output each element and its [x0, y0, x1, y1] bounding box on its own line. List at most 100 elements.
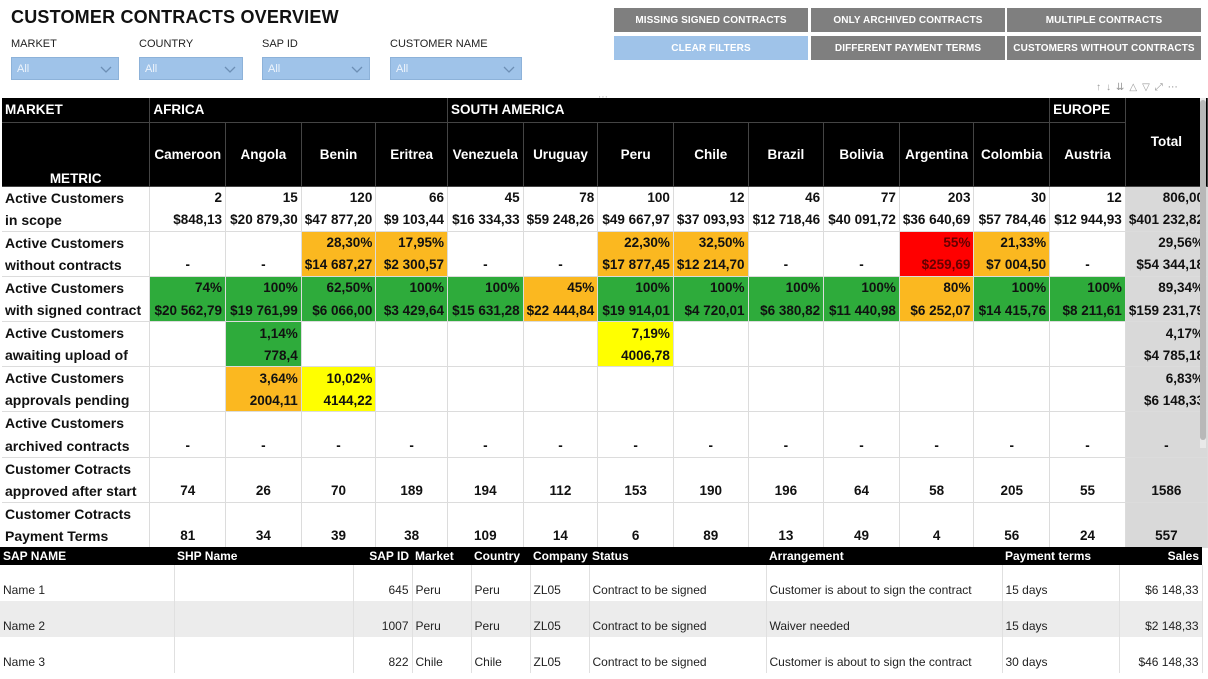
matrix-cell[interactable] [673, 366, 749, 390]
matrix-cell[interactable]: $3 429,64 [375, 298, 448, 323]
country-header[interactable]: Argentina [899, 122, 975, 187]
matrix-cell[interactable] [523, 231, 599, 254]
matrix-cell[interactable]: $16 334,33 [447, 208, 524, 232]
matrix-cell[interactable]: 22,30% [597, 231, 674, 254]
matrix-cell[interactable] [748, 389, 825, 413]
matrix-cell[interactable] [301, 321, 377, 345]
details-column-header[interactable]: Status [589, 547, 766, 565]
total-cell[interactable] [1125, 457, 1208, 480]
details-column-header[interactable]: SAP NAME [0, 547, 174, 565]
matrix-cell[interactable] [375, 366, 448, 390]
matrix-cell[interactable] [149, 502, 227, 525]
matrix-cell[interactable]: 100% [748, 276, 825, 299]
matrix-cell[interactable]: - [973, 434, 1051, 458]
matrix-cell[interactable] [673, 344, 749, 368]
matrix-cell[interactable]: 196 [748, 479, 825, 503]
matrix-cell[interactable] [149, 411, 227, 435]
total-cell[interactable]: 89,34% [1125, 276, 1208, 299]
matrix-cell[interactable]: - [823, 253, 900, 277]
matrix-cell[interactable] [1049, 502, 1126, 525]
total-header[interactable]: Total [1125, 98, 1208, 187]
market-europe[interactable]: EUROPE [1049, 98, 1126, 123]
matrix-cell[interactable]: 24 [1049, 524, 1126, 548]
matrix-cell[interactable] [375, 457, 448, 480]
drag-handle-icon[interactable]: ⋯ [598, 92, 609, 103]
matrix-cell[interactable]: 74% [149, 276, 227, 299]
matrix-cell[interactable]: 189 [375, 479, 448, 503]
matrix-cell[interactable]: 46 [748, 186, 825, 209]
total-cell[interactable]: $54 344,18 [1125, 253, 1208, 277]
matrix-cell[interactable]: 3,64% [225, 366, 302, 390]
matrix-cell[interactable]: $49 667,97 [597, 208, 674, 232]
matrix-cell[interactable] [748, 457, 825, 480]
matrix-cell[interactable] [748, 344, 825, 368]
matrix-cell[interactable]: $47 877,20 [301, 208, 377, 232]
matrix-cell[interactable]: $259,69 [899, 253, 975, 277]
focus-icon[interactable]: ⤢ [1154, 82, 1163, 93]
matrix-cell[interactable] [1049, 411, 1126, 435]
matrix-cell[interactable]: 55 [1049, 479, 1126, 503]
matrix-cell[interactable]: 4144,22 [301, 389, 377, 413]
total-cell[interactable]: $6 148,33 [1125, 389, 1208, 413]
matrix-cell[interactable]: 194 [447, 479, 524, 503]
total-cell[interactable]: $401 232,82 [1125, 208, 1208, 232]
matrix-cell[interactable] [1049, 231, 1126, 254]
matrix-cell[interactable] [748, 502, 825, 525]
matrix-cell[interactable]: 15 [225, 186, 302, 209]
matrix-cell[interactable] [523, 344, 599, 368]
matrix-cell[interactable]: 10,02% [301, 366, 377, 390]
matrix-cell[interactable]: - [225, 434, 302, 458]
country-header[interactable]: Bolivia [823, 122, 900, 187]
total-cell[interactable]: 29,56% [1125, 231, 1208, 254]
matrix-cell[interactable] [748, 411, 825, 435]
matrix-cell[interactable]: $9 103,44 [375, 208, 448, 232]
matrix-cell[interactable]: 89 [673, 524, 749, 548]
matrix-cell[interactable] [149, 321, 227, 345]
matrix-cell[interactable] [447, 321, 524, 345]
matrix-cell[interactable] [523, 502, 599, 525]
matrix-cell[interactable] [823, 321, 900, 345]
matrix-cell[interactable] [149, 457, 227, 480]
matrix-cell[interactable] [899, 502, 975, 525]
matrix-cell[interactable]: - [301, 434, 377, 458]
expand-down-icon[interactable]: ⇊ [1116, 82, 1125, 93]
matrix-cell[interactable]: 2004,11 [225, 389, 302, 413]
filter-icon[interactable]: ▽ [1142, 82, 1150, 93]
matrix-cell[interactable]: 100% [447, 276, 524, 299]
matrix-cell[interactable]: $6 066,00 [301, 298, 377, 323]
matrix-cell[interactable] [748, 321, 825, 345]
matrix-cell[interactable] [225, 457, 302, 480]
missing-signed-contracts-button[interactable]: MISSING SIGNED CONTRACTS [614, 8, 808, 32]
drill-up-icon[interactable]: △ [1129, 82, 1138, 93]
matrix-cell[interactable]: $40 091,72 [823, 208, 900, 232]
country-header[interactable]: Peru [597, 122, 674, 187]
matrix-cell[interactable]: $17 877,45 [597, 253, 674, 277]
sort-up-icon[interactable]: ↑ [1096, 82, 1101, 93]
matrix-cell[interactable]: $12 718,46 [748, 208, 825, 232]
matrix-cell[interactable]: - [1049, 253, 1126, 277]
matrix-cell[interactable]: $20 562,79 [149, 298, 227, 323]
country-header[interactable]: Cameroon [149, 122, 227, 187]
matrix-cell[interactable] [597, 366, 674, 390]
matrix-cell[interactable]: 30 [973, 186, 1051, 209]
matrix-cell[interactable] [973, 389, 1051, 413]
matrix-cell[interactable]: 78 [523, 186, 599, 209]
matrix-cell[interactable]: 100% [823, 276, 900, 299]
matrix-cell[interactable]: $8 211,61 [1049, 298, 1126, 323]
market-africa[interactable]: AFRICA [149, 98, 448, 123]
market-south-america[interactable]: SOUTH AMERICA [447, 98, 1051, 123]
matrix-cell[interactable] [301, 457, 377, 480]
matrix-cell[interactable]: 14 [523, 524, 599, 548]
matrix-cell[interactable]: 66 [375, 186, 448, 209]
matrix-cell[interactable]: 39 [301, 524, 377, 548]
only-archived-contracts-button[interactable]: ONLY ARCHIVED CONTRACTS [811, 8, 1005, 32]
matrix-cell[interactable] [673, 457, 749, 480]
total-cell[interactable]: 4,17% [1125, 321, 1208, 345]
matrix-scrollbar-thumb[interactable] [1200, 100, 1206, 440]
country-header[interactable]: Austria [1049, 122, 1126, 187]
matrix-cell[interactable] [973, 366, 1051, 390]
matrix-cell[interactable] [597, 389, 674, 413]
matrix-cell[interactable] [301, 502, 377, 525]
matrix-cell[interactable]: 26 [225, 479, 302, 503]
matrix-cell[interactable] [225, 231, 302, 254]
